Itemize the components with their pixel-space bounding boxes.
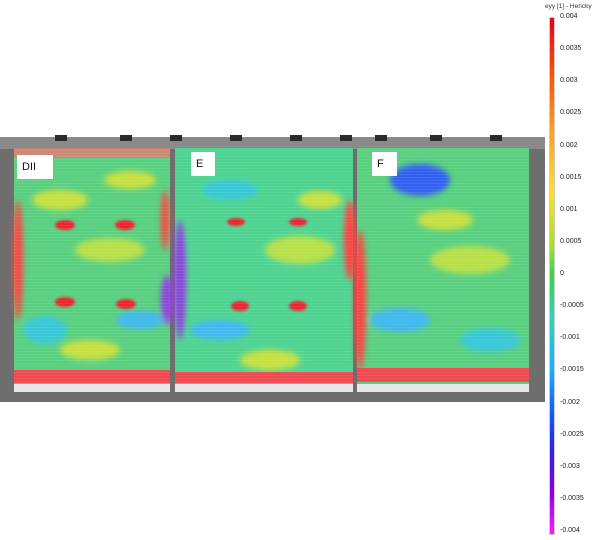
colorbar bbox=[549, 17, 555, 535]
colorbar-tick-label: 0.004 bbox=[560, 13, 578, 20]
top-clamps bbox=[55, 135, 502, 141]
colorbar-tick-label: 0.0005 bbox=[560, 237, 582, 245]
colorbar-tick-label: 0.0035 bbox=[560, 45, 582, 53]
colorbar-tick-label: 0.001 bbox=[560, 205, 578, 213]
colorbar-tick-label: -0.001 bbox=[560, 334, 580, 342]
specimen-f bbox=[354, 148, 529, 384]
strain-field-photo bbox=[0, 135, 545, 402]
colorbar-tick-label: 0.0015 bbox=[560, 173, 582, 181]
specimen-dii bbox=[13, 148, 173, 384]
colorbar-tick-label: -0.0005 bbox=[560, 302, 584, 310]
colorbar-tick-label: -0.003 bbox=[560, 462, 580, 470]
colorbar-tick-label: 0.003 bbox=[560, 77, 578, 85]
colorbar-tick-label: -0.0015 bbox=[560, 366, 584, 374]
colorbar-tick-label: 0.002 bbox=[560, 141, 578, 149]
colorbar-tick-label: -0.002 bbox=[560, 398, 580, 406]
panel-label-e: E bbox=[191, 152, 215, 176]
panel-label-dii: DII bbox=[17, 155, 53, 179]
specimen-e bbox=[174, 148, 356, 384]
panel-label-f: F bbox=[372, 152, 397, 176]
colorbar-title: eyy [1] - Hencky bbox=[545, 3, 592, 10]
colorbar-tick-label: -0.0025 bbox=[560, 430, 584, 438]
bottom-rails bbox=[14, 384, 529, 392]
colorbar-tick-label: 0 bbox=[560, 270, 564, 277]
colorbar-tick-label: -0.004 bbox=[560, 527, 580, 534]
colorbar-tick-label: -0.0035 bbox=[560, 494, 584, 502]
colorbar-tick-label: 0.0025 bbox=[560, 109, 582, 117]
top-beam bbox=[0, 137, 545, 149]
